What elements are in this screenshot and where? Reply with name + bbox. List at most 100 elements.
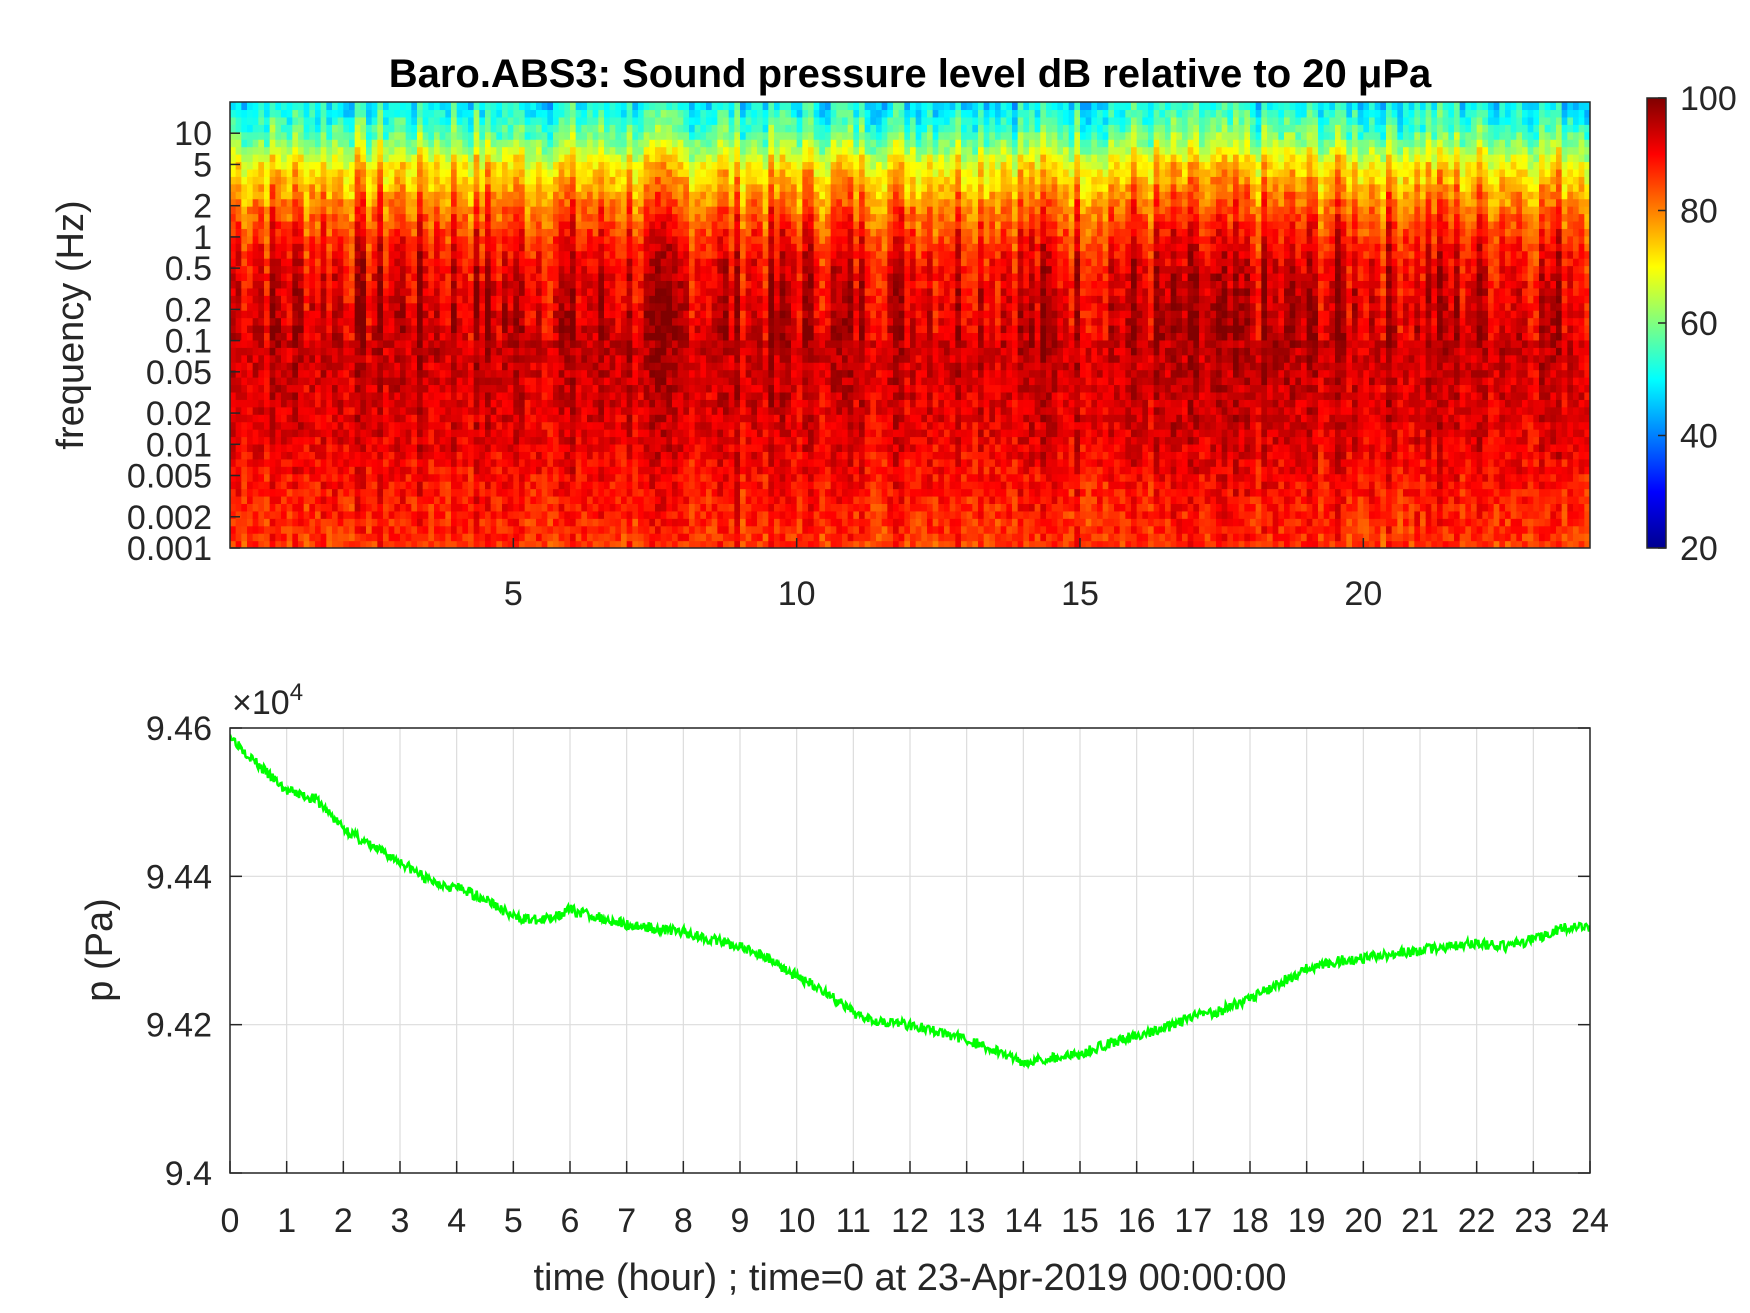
- spectrogram-cell: [547, 220, 554, 229]
- spectrogram-cell: [609, 436, 616, 445]
- spectrogram-cell: [485, 339, 492, 348]
- spectrogram-cell: [343, 451, 350, 460]
- spectrogram-cell: [553, 191, 560, 200]
- spectrogram-cell: [462, 421, 469, 430]
- spectrogram-cell: [456, 317, 463, 326]
- spectrogram-cell: [371, 116, 378, 125]
- spectrogram-cell: [371, 495, 378, 504]
- spectrogram-cell: [394, 347, 401, 356]
- spectrogram-cell: [558, 466, 565, 475]
- spectrogram-cell: [411, 436, 418, 445]
- spectrogram-cell: [547, 183, 554, 192]
- spectrogram-cell: [439, 391, 446, 400]
- spectrogram-cell: [405, 228, 412, 237]
- spectrogram-cell: [332, 533, 339, 542]
- spectrogram-cell: [581, 525, 588, 534]
- spectrogram-cell: [672, 146, 679, 155]
- spectrogram-cell: [230, 429, 237, 438]
- spectrogram-cell: [411, 131, 418, 140]
- spectrogram-cell: [547, 525, 554, 534]
- spectrogram-cell: [649, 295, 656, 304]
- spectrogram-cell: [553, 139, 560, 148]
- spectrogram-cell: [677, 228, 684, 237]
- spectrogram-cell: [615, 102, 622, 111]
- spectrogram-cell: [417, 540, 424, 548]
- spectrogram-cell: [604, 287, 611, 296]
- spectrogram-cell: [666, 399, 673, 408]
- spectrogram-cell: [445, 488, 452, 497]
- spectrogram-cell: [281, 220, 288, 229]
- spectrogram-cell: [247, 399, 254, 408]
- spectrogram-cell: [513, 503, 520, 512]
- spectrogram-cell: [524, 250, 531, 259]
- spectrogram-cell: [417, 325, 424, 334]
- spectrogram-cell: [496, 265, 503, 274]
- spectrogram-cell: [400, 384, 407, 393]
- spectrogram-cell: [371, 310, 378, 319]
- spectrogram-cell: [264, 421, 271, 430]
- spectrogram-cell: [428, 332, 435, 341]
- spectrogram-cell: [303, 354, 310, 363]
- spectrogram-cell: [298, 235, 305, 244]
- spectrogram-cell: [655, 458, 662, 467]
- spectrogram-cell: [349, 347, 356, 356]
- spectrogram-cell: [677, 518, 684, 527]
- spectrogram-cell: [541, 510, 548, 519]
- spectrogram-cell: [315, 124, 322, 133]
- spectrogram-cell: [609, 429, 616, 438]
- spectrogram-cell: [383, 503, 390, 512]
- spectrogram-cell: [609, 161, 616, 170]
- spectrogram-cell: [558, 325, 565, 334]
- spectrogram-cell: [558, 533, 565, 542]
- spectrogram-cell: [536, 116, 543, 125]
- spectrogram-cell: [286, 124, 293, 133]
- spectrogram-cell: [649, 250, 656, 259]
- spectrogram-cell: [439, 473, 446, 482]
- spectrogram-cell: [230, 139, 237, 148]
- spectrogram-cell: [343, 540, 350, 548]
- spectrogram-cell: [530, 399, 537, 408]
- spectrogram-cell: [292, 503, 299, 512]
- spectrogram-cell: [315, 362, 322, 371]
- spectrogram-cell: [507, 325, 514, 334]
- spectrogram-cell: [281, 391, 288, 400]
- spectrogram-cell: [530, 518, 537, 527]
- spectrogram-cell: [683, 443, 690, 452]
- spectrogram-cell: [666, 384, 673, 393]
- spectrogram-cell: [598, 354, 605, 363]
- spectrogram-cell: [332, 161, 339, 170]
- spectrogram-cell: [592, 191, 599, 200]
- spectrogram-cell: [320, 154, 327, 163]
- spectrogram-cell: [519, 495, 526, 504]
- spectrogram-cell: [575, 250, 582, 259]
- spectrogram-cell: [660, 206, 667, 215]
- spectrogram-cell: [428, 503, 435, 512]
- spectrogram-cell: [360, 429, 367, 438]
- spectrogram-cell: [434, 510, 441, 519]
- spectrogram-cell: [598, 421, 605, 430]
- spectrogram-cell: [672, 295, 679, 304]
- spectrogram-cell: [592, 206, 599, 215]
- spectrogram-cell: [615, 436, 622, 445]
- spectrogram-cell: [354, 176, 361, 185]
- spectrogram-cell: [694, 191, 701, 200]
- spectrogram-cell: [417, 362, 424, 371]
- spectrogram-cell: [513, 191, 520, 200]
- spectrogram-cell: [519, 540, 526, 548]
- spectrogram-cell: [643, 198, 650, 207]
- spectrogram-cell: [604, 161, 611, 170]
- spectrogram-cell: [456, 354, 463, 363]
- spectrogram-cell: [377, 146, 384, 155]
- spectrogram-cell: [621, 481, 628, 490]
- spectrogram-cell: [490, 540, 497, 548]
- spectrogram-cell: [320, 317, 327, 326]
- spectrogram-cell: [553, 168, 560, 177]
- spectrogram-cell: [536, 310, 543, 319]
- spectrogram-cell: [519, 332, 526, 341]
- spectrogram-cell: [496, 451, 503, 460]
- spectrogram-cell: [558, 473, 565, 482]
- spectrogram-cell: [598, 503, 605, 512]
- spectrogram-cell: [264, 332, 271, 341]
- spectrogram-cell: [235, 510, 242, 519]
- spectrogram-cell: [683, 414, 690, 423]
